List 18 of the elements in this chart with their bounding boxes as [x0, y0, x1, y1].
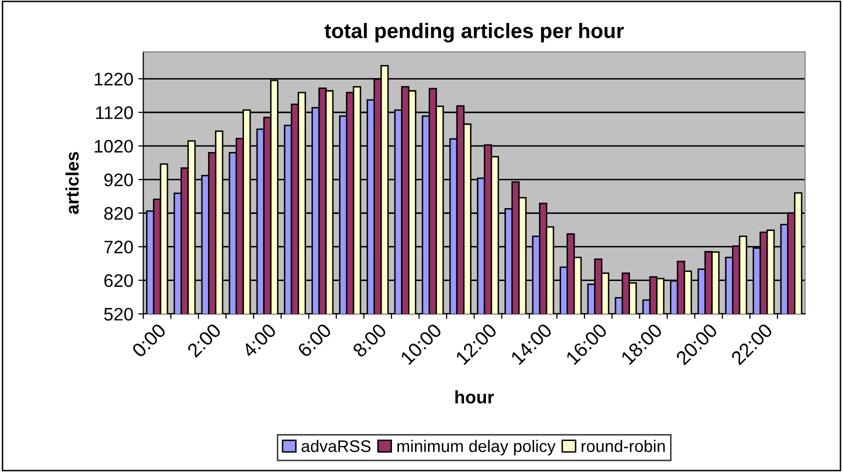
legend-label: round-robin: [582, 440, 665, 452]
y-tick-label: 1120: [96, 106, 133, 120]
y-tick-label: 720: [104, 240, 133, 254]
y-tick-label: 620: [104, 274, 133, 288]
y-tick-label: 920: [104, 173, 133, 186]
x-tick-label: 6:00: [296, 322, 332, 358]
x-tick-label: 8:00: [352, 322, 388, 358]
y-axis-title: articles: [65, 152, 79, 214]
x-axis-title: hour: [455, 390, 494, 404]
x-tick-label: 4:00: [241, 322, 277, 358]
y-tick-label: 1020: [94, 140, 133, 153]
legend-label: advaRSS: [302, 440, 371, 452]
y-tick-label: 820: [104, 207, 133, 220]
y-tick-label: 520: [104, 308, 133, 321]
chart-title: total pending articles per hour: [324, 22, 624, 42]
legend-label: minimum delay policy: [397, 440, 556, 456]
y-tick-label: 1220: [94, 72, 133, 86]
x-tick-label: 0:00: [131, 322, 167, 358]
